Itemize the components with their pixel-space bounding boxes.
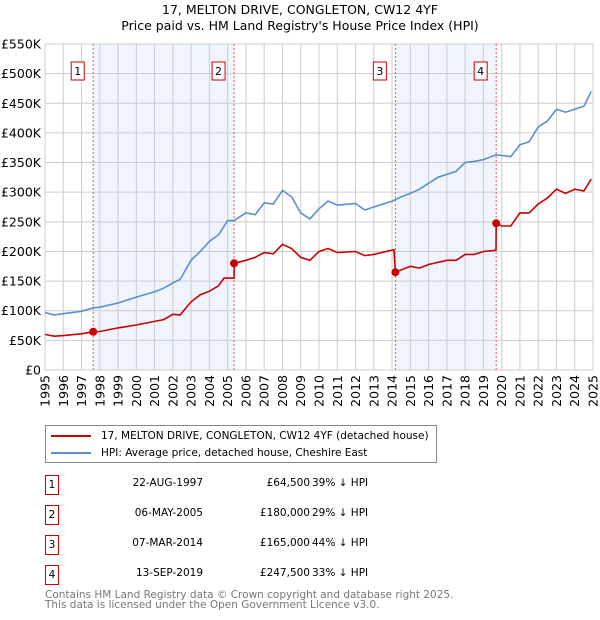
footer-licence: This data is licensed under the Open Gov… xyxy=(45,599,380,611)
x-tick-label: 2013 xyxy=(366,375,381,407)
x-tick-label: 2001 xyxy=(147,375,162,407)
sale-price: £180,000 xyxy=(259,507,310,519)
sale-badge-number: 3 xyxy=(376,65,383,78)
table-row: 4 13-SEP-2019 £247,500 33% ↓ HPI xyxy=(45,565,465,585)
x-tick-label: 1996 xyxy=(56,375,71,407)
table-row: 3 07-MAR-2014 £165,000 44% ↓ HPI xyxy=(45,535,465,555)
shaded-period xyxy=(93,44,235,370)
x-tick-label: 2004 xyxy=(202,375,217,407)
x-tick-label: 2002 xyxy=(165,375,180,407)
x-tick-label: 2011 xyxy=(330,375,345,407)
footer: Contains HM Land Registry data © Crown c… xyxy=(45,589,454,611)
x-tick-label: 1999 xyxy=(111,375,126,407)
sale-badge-number: 4 xyxy=(477,65,484,78)
sale-marker-badge: 2 xyxy=(45,505,59,525)
hpi-line xyxy=(44,91,592,316)
legend-swatch-red xyxy=(51,435,91,437)
y-tick-label: £50K xyxy=(9,333,42,348)
legend-label: 17, MELTON DRIVE, CONGLETON, CW12 4YF (d… xyxy=(101,430,429,442)
chart-subtitle: Price paid vs. HM Land Registry's House … xyxy=(121,18,479,33)
legend-swatch-blue xyxy=(51,452,91,454)
x-tick-label: 2016 xyxy=(421,375,436,407)
y-tick-label: £400K xyxy=(1,125,42,140)
x-tick-label: 2023 xyxy=(549,375,564,407)
sale-marker-badge: 1 xyxy=(45,475,59,495)
legend: 17, MELTON DRIVE, CONGLETON, CW12 4YF (d… xyxy=(45,425,437,463)
x-tick-label: 2006 xyxy=(238,375,253,407)
sale-price: £64,500 xyxy=(266,477,310,489)
sale-point xyxy=(391,268,400,277)
y-tick-label: £300K xyxy=(1,185,42,200)
sale-date: 06-MAY-2005 xyxy=(134,507,203,519)
sale-badge xyxy=(372,61,387,81)
x-tick-label: 2019 xyxy=(476,375,491,407)
y-tick-label: £250K xyxy=(1,214,42,229)
x-tick-label: 2017 xyxy=(439,375,454,407)
sale-point xyxy=(492,219,501,228)
sale-hpi-diff: 39% ↓ HPI xyxy=(312,477,369,489)
x-tick-label: 2021 xyxy=(512,375,527,407)
sale-hpi-diff: 33% ↓ HPI xyxy=(312,567,369,579)
plot-frame xyxy=(44,43,594,371)
x-tick-label: 1997 xyxy=(74,375,89,407)
sale-badge-number: 2 xyxy=(215,65,222,78)
x-tick-label: 2020 xyxy=(494,375,509,407)
x-tick-label: 2010 xyxy=(312,375,327,407)
sale-hpi-diff: 29% ↓ HPI xyxy=(312,507,369,519)
price-chart: £0 £50K £100K £150K £200K £250K £300K £350K £400… xyxy=(1,37,600,407)
sale-date: 22-AUG-1997 xyxy=(132,477,203,489)
y-tick-label: £200K xyxy=(1,244,42,259)
sale-badge xyxy=(473,61,488,81)
table-row: 2 06-MAY-2005 £180,000 29% ↓ HPI xyxy=(45,505,465,525)
x-tick-label: 2009 xyxy=(293,375,308,407)
sale-date: 07-MAR-2014 xyxy=(132,537,203,549)
y-tick-label: £350K xyxy=(1,155,42,170)
sale-price: £165,000 xyxy=(259,537,310,549)
x-tick-label: 2012 xyxy=(348,375,363,407)
x-tick-label: 2003 xyxy=(184,375,199,407)
y-tick-label: £150K xyxy=(1,274,42,289)
sale-hpi-diff: 44% ↓ HPI xyxy=(312,537,369,549)
legend-label: HPI: Average price, detached house, Ches… xyxy=(101,447,368,459)
x-tick-label: 2022 xyxy=(531,375,546,407)
sale-badge-number: 1 xyxy=(74,65,81,78)
y-tick-label: £100K xyxy=(1,303,42,318)
table-row: 1 22-AUG-1997 £64,500 39% ↓ HPI xyxy=(45,475,465,495)
x-tick-label: 2007 xyxy=(257,375,272,407)
footer-copyright: Contains HM Land Registry data © Crown c… xyxy=(45,589,454,601)
x-tick-label: 2000 xyxy=(129,375,144,407)
y-tick-label: £450K xyxy=(1,96,42,111)
sale-price: £247,500 xyxy=(259,567,310,579)
x-tick-label: 2014 xyxy=(385,375,400,407)
x-tick-label: 1995 xyxy=(38,375,53,407)
y-tick-label: £550K xyxy=(1,37,42,52)
sale-marker-badge: 3 xyxy=(45,535,59,555)
sale-badge xyxy=(70,61,85,81)
sale-date: 13-SEP-2019 xyxy=(135,567,203,579)
x-tick-label: 2018 xyxy=(458,375,473,407)
legend-item-hpi: HPI: Average price, detached house, Ches… xyxy=(51,445,367,461)
chart-title: 17, MELTON DRIVE, CONGLETON, CW12 4YF xyxy=(162,2,438,17)
sale-point xyxy=(89,327,98,336)
legend-item-property: 17, MELTON DRIVE, CONGLETON, CW12 4YF (d… xyxy=(51,428,429,444)
price-paid-line xyxy=(44,178,592,338)
shaded-period xyxy=(395,44,497,370)
y-tick-label: £0 xyxy=(25,363,41,378)
sale-point xyxy=(230,259,239,268)
x-tick-label: 2025 xyxy=(586,375,600,407)
x-tick-label: 2024 xyxy=(567,375,582,407)
sale-badge xyxy=(211,61,226,81)
x-tick-label: 2005 xyxy=(220,375,235,407)
x-tick-label: 1998 xyxy=(92,375,107,407)
x-tick-label: 2008 xyxy=(275,375,290,407)
x-tick-label: 2015 xyxy=(403,375,418,407)
sale-marker-badge: 4 xyxy=(45,565,59,585)
y-tick-label: £500K xyxy=(1,66,42,81)
